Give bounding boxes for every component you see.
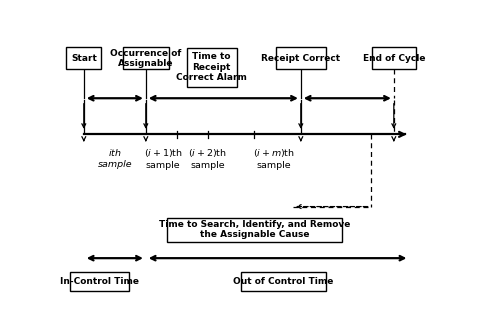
- Text: Time to Search, Identify, and Remove
the Assignable Cause: Time to Search, Identify, and Remove the…: [158, 220, 350, 240]
- Text: End of Cycle: End of Cycle: [362, 54, 425, 63]
- Text: $(i + 1)$th
sample: $(i + 1)$th sample: [144, 147, 182, 170]
- Text: $i$th
sample: $i$th sample: [98, 147, 132, 169]
- Text: Receipt Correct: Receipt Correct: [261, 54, 340, 63]
- Text: Start: Start: [71, 54, 97, 63]
- Text: In-Control Time: In-Control Time: [60, 277, 139, 286]
- FancyBboxPatch shape: [167, 217, 342, 242]
- FancyBboxPatch shape: [122, 47, 169, 69]
- Text: Occurrence of
Assignable: Occurrence of Assignable: [110, 49, 182, 68]
- Text: Out of Control Time: Out of Control Time: [233, 277, 334, 286]
- Text: $(i + 2)$th
sample: $(i + 2)$th sample: [188, 147, 227, 170]
- FancyBboxPatch shape: [186, 48, 237, 87]
- Text: Time to
Receipt
Correct Alarm: Time to Receipt Correct Alarm: [176, 52, 247, 82]
- FancyBboxPatch shape: [66, 47, 101, 69]
- FancyBboxPatch shape: [70, 272, 129, 291]
- Text: $(i + m)$th
sample: $(i + m)$th sample: [252, 147, 294, 170]
- FancyBboxPatch shape: [372, 47, 416, 69]
- FancyBboxPatch shape: [241, 272, 326, 291]
- FancyBboxPatch shape: [276, 47, 326, 69]
